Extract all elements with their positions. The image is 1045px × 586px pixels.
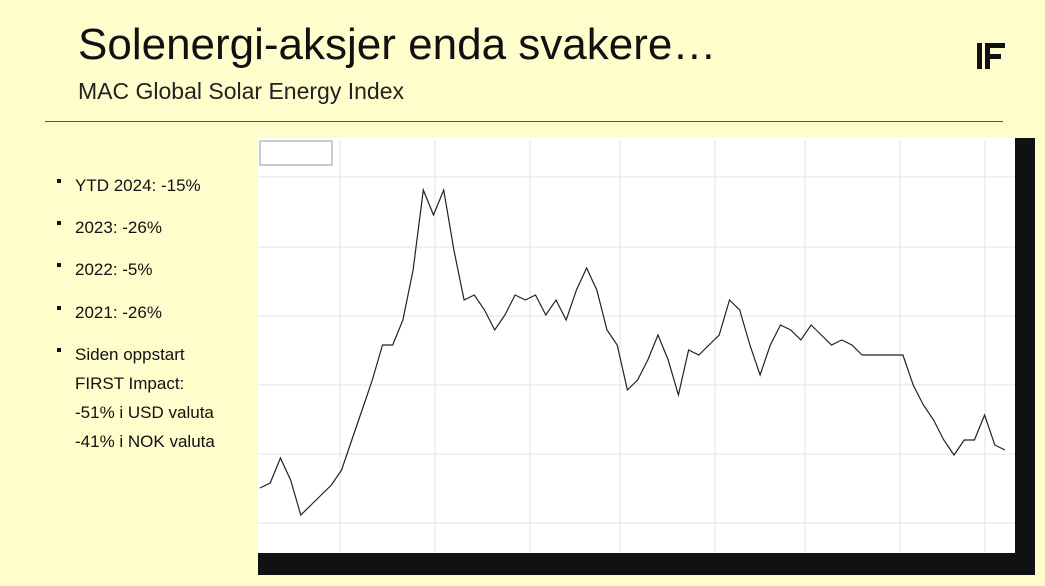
grid: [258, 140, 1015, 553]
index-line: [259, 187, 1006, 517]
bullet-text: -51% i USD valuta: [75, 403, 214, 422]
bullet: 2022: -5%: [57, 255, 153, 284]
bullet: Siden oppstart FIRST Impact: -51% i USD …: [57, 340, 215, 456]
subtitle: MAC Global Solar Energy Index: [78, 78, 404, 104]
bullet-text: 2022: -5%: [75, 260, 153, 279]
title: Solenergi-aksjer enda svakere…: [78, 20, 717, 69]
axis-strip: [1015, 138, 1035, 575]
chart-bg: [258, 138, 1035, 575]
legend-box: [259, 140, 333, 166]
bullet-text: FIRST Impact:: [75, 374, 185, 393]
bullet: 2021: -26%: [57, 298, 162, 327]
bullet-text: -41% i NOK valuta: [75, 432, 215, 451]
bullet-text: YTD 2024: -15%: [75, 176, 201, 195]
bullet: 2023: -26%: [57, 213, 162, 242]
bullet: YTD 2024: -15%: [57, 171, 201, 200]
bullet-text: 2023: -26%: [75, 218, 162, 237]
divider: [45, 121, 1003, 122]
date-strip: [258, 553, 1035, 575]
bullet-text: Siden oppstart: [75, 345, 185, 364]
logo: [977, 43, 1005, 69]
bullet-text: 2021: -26%: [75, 303, 162, 322]
